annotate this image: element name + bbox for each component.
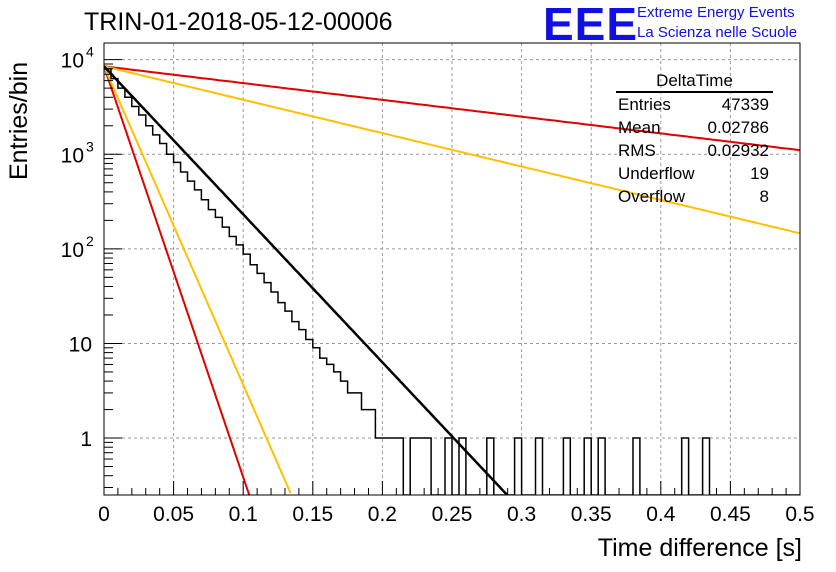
stats-title: DeltaTime [616, 70, 773, 93]
eee-logo: EEE [543, 0, 639, 50]
stats-value: 0.02786 [707, 118, 769, 137]
plot-frame [103, 42, 801, 496]
stats-row-rms: RMS 0.02932 [611, 139, 777, 162]
fit-curve [104, 65, 800, 235]
x-axis-label: Time difference [s] [597, 534, 802, 562]
logo-text-line2: La Scienza nelle Scuole [637, 24, 798, 41]
y-tick-label: 10 [61, 144, 84, 167]
x-tick-label: 0 [98, 503, 110, 526]
stats-label: Entries [618, 95, 671, 114]
y-tick-label: 1 [80, 428, 92, 451]
histogram-fit [104, 65, 509, 495]
stats-label: Mean [618, 118, 661, 137]
chart-title: TRIN-01-2018-05-12-00006 [84, 8, 393, 36]
y-tick-label: 10 [61, 50, 84, 73]
x-tick-label: 0.2 [368, 503, 397, 526]
stats-label: Overflow [618, 187, 686, 206]
stats-value: 0.02932 [707, 141, 769, 160]
stats-row-overflow: Overflow 8 [611, 185, 777, 208]
y-tick-label: 10 [69, 333, 92, 356]
x-tick-label: 0.05 [153, 503, 194, 526]
stats-row-underflow: Underflow 19 [611, 162, 777, 185]
x-tick-label: 0.5 [785, 503, 814, 526]
stats-value: 19 [750, 164, 769, 183]
stats-value: 47339 [721, 95, 769, 114]
x-tick-label: 0.3 [507, 503, 536, 526]
fit-curve [104, 65, 800, 152]
x-tick-label: 0.4 [646, 503, 676, 526]
y-tick-exponent: 3 [86, 138, 94, 154]
logo-text-line1: Extreme Energy Events [637, 4, 795, 21]
axes: 0 0.05 0.1 0.15 0.2 0.25 0.3 0.35 0.4 0.45 0.5 1 10 1… [61, 42, 815, 526]
x-tick-label: 0.45 [710, 503, 751, 526]
stats-label: RMS [618, 141, 656, 160]
y-tick-label: 10 [61, 239, 84, 262]
stats-row-entries: Entries 47339 [611, 93, 777, 116]
curves [104, 65, 800, 495]
y-axis-label: Entries/bin [5, 61, 33, 180]
x-tick-label: 0.15 [292, 503, 333, 526]
fit-curve [104, 65, 251, 495]
stats-row-mean: Mean 0.02786 [611, 116, 777, 139]
stats-label: Underflow [618, 164, 695, 183]
x-tick-label: 0.25 [432, 503, 473, 526]
x-tick-label: 0.35 [571, 503, 612, 526]
stats-box: DeltaTime Entries 47339 Mean 0.02786 RMS… [611, 70, 777, 208]
x-tick-label: 0.1 [229, 503, 258, 526]
y-tick-exponent: 2 [86, 233, 94, 249]
stats-value: 8 [759, 187, 769, 206]
y-tick-exponent: 4 [86, 44, 94, 60]
fit-curve [104, 65, 292, 494]
histogram-outline [104, 68, 800, 495]
histogram [104, 65, 800, 495]
